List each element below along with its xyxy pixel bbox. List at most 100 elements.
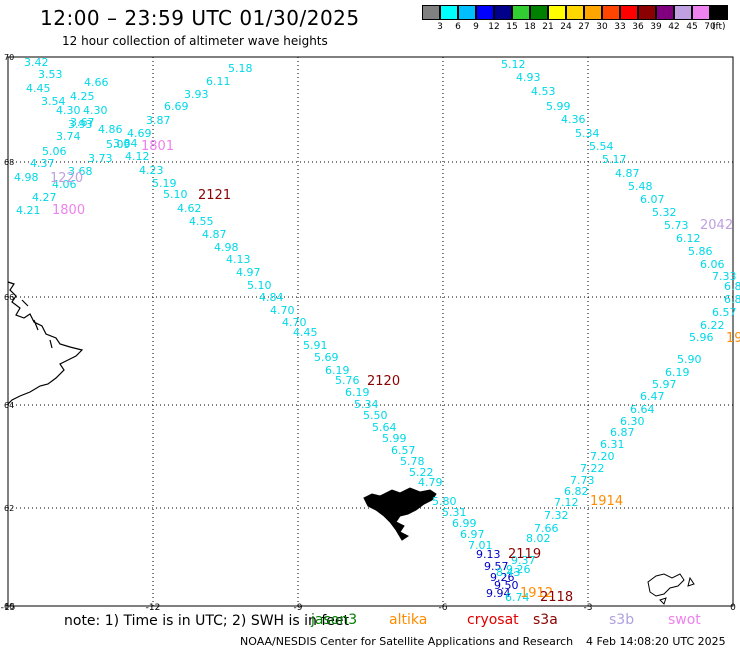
swh-value-track-b: 5.99 <box>546 100 571 113</box>
swh-value-track-a: 9.94 <box>486 587 511 600</box>
lon-tick-label: -12 <box>146 603 161 613</box>
swh-value-track-b: 6.8 <box>724 293 740 306</box>
swh-value-track-a: 4.55 <box>189 215 214 228</box>
swh-value-track-a: 6.19 <box>325 364 350 377</box>
swh-value-track-a: 6.74 <box>505 591 530 604</box>
swh-value-cluster: 3.73 <box>88 152 113 165</box>
pass-time-label: 1912 <box>520 586 553 601</box>
colorbar-swatch <box>602 5 620 20</box>
swh-value-track-a: 9.26 <box>490 571 515 584</box>
colorbar-swatch <box>674 5 692 20</box>
swh-value-track-a: 6.69 <box>164 100 189 113</box>
colorbar-swatch <box>584 5 602 20</box>
footer-credit: NOAA/NESDIS Center for Satellite Applica… <box>240 635 574 648</box>
satellite-legend-item: jason3 <box>311 612 358 628</box>
swh-value-track-b: 6.8 <box>724 280 740 293</box>
swh-value-track-b: 6.31 <box>600 438 625 451</box>
swh-value-track-a: 4.45 <box>293 326 318 339</box>
swh-value-track-a: 5.18 <box>228 62 253 75</box>
swh-value-track-a: 3.93 <box>184 88 209 101</box>
colorbar-swatch <box>530 5 548 20</box>
lon-tick-label: -15 <box>1 603 16 613</box>
colorbar-tick-label: 18 <box>524 22 536 32</box>
swh-value-track-b: 5.32 <box>652 206 677 219</box>
lat-tick-label: 70 <box>4 53 14 62</box>
colorbar-swatch <box>620 5 638 20</box>
satellite-legend-item: s3b <box>609 612 635 628</box>
colorbar-unit: (ft) <box>712 22 726 32</box>
swh-value-cluster: 3.54 <box>41 95 66 108</box>
swh-value-track-b: 7.73 <box>570 474 595 487</box>
colorbar-swatch <box>476 5 494 20</box>
page-title: 12:00 – 23:59 UTC 01/30/2025 <box>40 6 360 30</box>
swh-value-track-a: 5.80 <box>432 495 457 508</box>
swh-value-cluster: 4.06 <box>52 178 77 191</box>
colorbar-swatch <box>638 5 656 20</box>
colorbar-tick-label: 27 <box>578 22 590 32</box>
colorbar-tick-label: 36 <box>632 22 644 32</box>
lat-tick-label: 66 <box>4 293 14 302</box>
swh-value-track-b: 6.64 <box>630 403 655 416</box>
swh-value-track-a: 6.99 <box>452 517 477 530</box>
swh-value-track-b: 4.53 <box>531 85 556 98</box>
swh-value-track-a: 4.97 <box>236 266 261 279</box>
swh-value-track-a: 5.31 <box>442 506 467 519</box>
swh-value-track-a: 9.50 <box>494 579 519 592</box>
colorbar-tick-label: 30 <box>596 22 608 32</box>
swh-value-track-b: 6.30 <box>620 415 645 428</box>
swh-value-track-a: 4.13 <box>226 253 251 266</box>
swh-value-track-b: 6.06 <box>700 258 725 271</box>
colorbar-swatch <box>422 5 440 20</box>
swh-value-track-a: 4.87 <box>202 228 227 241</box>
swh-value-cluster: 3.67 <box>70 116 95 129</box>
satellite-legend-item: cryosat <box>467 612 519 628</box>
swh-value-track-a: 4.70 <box>282 316 307 329</box>
swh-value-track-b: 5.48 <box>628 180 653 193</box>
satellite-legend-item: s3a <box>533 612 558 628</box>
swh-value-cluster: 4.98 <box>14 171 39 184</box>
pass-time-label: 1801 <box>141 139 174 154</box>
pass-time-label: 2042 <box>700 218 733 233</box>
swh-value-track-a: 4.23 <box>139 164 164 177</box>
swh-value-track-a: 7.01 <box>468 539 493 552</box>
lat-tick-label: 62 <box>4 504 14 513</box>
colorbar-tick-label: 39 <box>650 22 662 32</box>
colorbar-tick-label: 45 <box>686 22 698 32</box>
satellite-legend-item: swot <box>668 612 701 628</box>
swh-value-track-a: 5.19 <box>152 177 177 190</box>
pass-time-label: 2120 <box>367 374 400 389</box>
satellite-legend-item: altika <box>389 612 428 628</box>
swh-value-track-b: 5.73 <box>664 219 689 232</box>
swh-value-cluster: 4.30 <box>56 104 81 117</box>
colorbar-swatch <box>548 5 566 20</box>
swh-value-track-b: 4.87 <box>615 167 640 180</box>
swh-value-cluster: 4.86 <box>98 123 123 136</box>
swh-value-track-b: 9.37 <box>511 554 536 567</box>
swh-value-cluster: 4.21 <box>16 204 41 217</box>
swh-value-track-a: 4.98 <box>214 241 239 254</box>
swh-value-track-a: 9.13 <box>476 548 501 561</box>
swh-value-track-b: 6.12 <box>676 232 701 245</box>
swh-value-track-b: 5.54 <box>589 140 614 153</box>
lat-tick-label: 68 <box>4 158 14 167</box>
swh-value-track-b: 7.12 <box>554 496 579 509</box>
colorbar-tick-label: 33 <box>614 22 626 32</box>
colorbar-swatch <box>512 5 530 20</box>
swh-value-track-b: 5.86 <box>688 245 713 258</box>
swh-value-track-a: 9.57 <box>484 560 509 573</box>
pass-label-layer: 1801 1220 1800 2121 2120 2042 19 1914 2119 191221… <box>50 139 740 605</box>
pass-time-label: 19 <box>726 331 740 346</box>
swh-value-track-b: 9.26 <box>506 563 531 576</box>
swh-value-track-a: 4.12 <box>125 150 150 163</box>
colorbar-swatch <box>458 5 476 20</box>
swh-value-track-b: 6.57 <box>712 306 737 319</box>
swh-value-track-b: 7.66 <box>534 522 559 535</box>
swh-value-track-a: 5.69 <box>314 351 339 364</box>
swh-value-track-b: 5.90 <box>677 353 702 366</box>
footer-date: 4 Feb 14:08:20 UTC 2025 <box>586 635 726 648</box>
swh-value-track-a: 6.19 <box>345 386 370 399</box>
swh-value-track-a: 5.10 <box>163 188 188 201</box>
lon-tick-label: -9 <box>294 603 303 613</box>
swh-value-cluster: 3.68 <box>68 165 93 178</box>
swh-value-track-b: 6.47 <box>640 390 665 403</box>
